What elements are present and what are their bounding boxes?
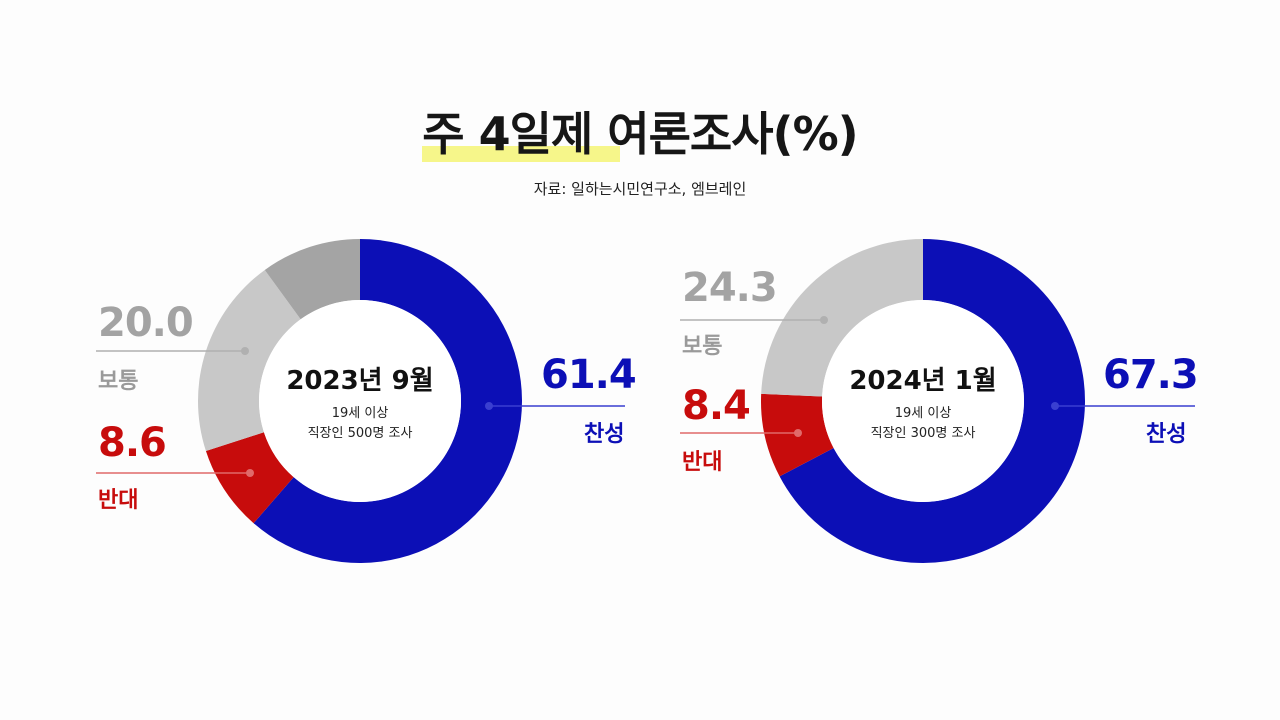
donut-slice-agree (779, 239, 1085, 563)
center-title-2024: 2024년 1월 (849, 366, 997, 396)
neutral-label-2023: 보통 (98, 369, 139, 394)
center-sub-line-2: 직장인 300명 조사 (870, 426, 976, 441)
center-sub-line-1: 19세 이상 (894, 406, 952, 421)
page-title: 주 4일제 여론조사(%) (422, 107, 858, 161)
leader-agree-2023-dot (485, 402, 493, 410)
center-sub-line-1: 19세 이상 (331, 406, 389, 421)
neutral-value-2024: 24.3 (682, 265, 778, 311)
agree-label-2024: 찬성 (1146, 422, 1187, 447)
oppose-value-2024: 8.4 (682, 383, 751, 429)
donut-slice-oppose (205, 432, 294, 524)
oppose-label-2024: 반대 (682, 450, 723, 475)
agree-value-2023: 61.4 (541, 352, 637, 398)
title-highlight (422, 146, 621, 162)
title-wrap: 주 4일제 여론조사(%) (0, 98, 1280, 164)
donut-slice-agree (253, 239, 522, 563)
donut-slice-neutral (761, 239, 923, 397)
agree-value-2024: 67.3 (1103, 352, 1199, 398)
center-sub-line-2: 직장인 500명 조사 (307, 426, 413, 441)
center-sub-2024: 19세 이상 직장인 300명 조사 (823, 404, 1023, 444)
oppose-value-2023: 8.6 (98, 420, 167, 466)
donut-slice-neutral (198, 269, 301, 452)
donut-slice-other (264, 239, 360, 320)
donut-chart-2024 (761, 239, 1085, 563)
leader-neutral-2023-dot (241, 347, 249, 355)
oppose-label-2023: 반대 (98, 488, 139, 513)
leader-agree-2024-dot (1051, 402, 1059, 410)
source-note: 자료: 일하는시민연구소, 엠브레인 (533, 180, 747, 198)
leader-neutral-2024-dot (820, 316, 828, 324)
chart-title-block: 주 4일제 여론조사(%) (422, 98, 859, 164)
donut-chart-2023 (198, 239, 522, 563)
center-title-2023: 2023년 9월 (286, 366, 434, 396)
donut-hole (822, 300, 1024, 502)
neutral-label-2024: 보통 (682, 334, 723, 359)
donut-hole (259, 300, 461, 502)
neutral-value-2023: 20.0 (98, 300, 194, 346)
leader-oppose-2024-dot (794, 429, 802, 437)
leader-oppose-2023-dot (246, 469, 254, 477)
agree-label-2023: 찬성 (584, 422, 625, 447)
center-sub-2023: 19세 이상 직장인 500명 조사 (260, 404, 460, 444)
